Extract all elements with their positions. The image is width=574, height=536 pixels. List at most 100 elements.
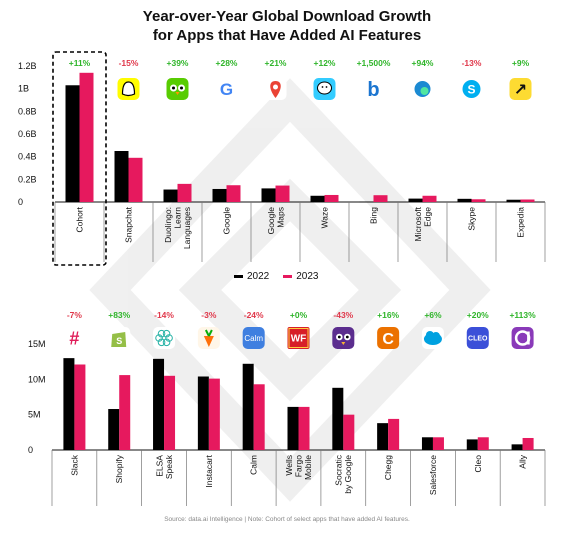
legend-swatch-2023 [283, 275, 293, 278]
expedia-icon: ↗ [509, 78, 532, 100]
growth-label: +6% [424, 310, 442, 320]
growth-label: +16% [377, 310, 399, 320]
category-label: Duolingo: [163, 207, 173, 243]
category-label: Maps [275, 207, 285, 228]
category-label: Expedia [516, 207, 526, 238]
y-tick-label: 15M [28, 339, 46, 349]
y-tick-label: 0 [18, 197, 23, 207]
growth-label: -15% [119, 58, 139, 68]
legend-item-2023: 2023 [283, 271, 319, 282]
svg-text:b: b [367, 79, 379, 101]
category-label: Chegg [383, 455, 393, 480]
slack-icon: # [63, 327, 86, 349]
salesforce-icon [421, 327, 444, 349]
shopify-icon: S [108, 327, 131, 349]
top-chart: 0 0.2B 0.4B 0.6B 0.8B 1B 1.2B +11% Cohort -15% Sna… [18, 51, 546, 266]
bing-icon: b [362, 78, 385, 101]
svg-text:S: S [116, 336, 122, 346]
cohort-highlight-box [52, 51, 107, 266]
category-label: Cohort [75, 206, 85, 232]
category-label: Mobile [303, 455, 313, 480]
bar-2022 [377, 423, 389, 450]
bar-2023 [373, 195, 388, 202]
growth-label: +21% [265, 58, 287, 68]
category-label: Shopify [114, 454, 124, 483]
category-label: Instacart [204, 454, 214, 487]
bar-2022 [359, 201, 374, 203]
growth-label: -7% [67, 310, 83, 320]
duolingo-icon [166, 78, 189, 100]
bar-2022 [457, 198, 472, 202]
growth-label: +11% [69, 58, 91, 68]
bar-2023 [74, 364, 86, 450]
growth-label: -14% [154, 310, 174, 320]
legend-label-2022: 2022 [247, 271, 270, 282]
growth-label: +113% [509, 310, 536, 320]
growth-label: -24% [244, 310, 264, 320]
bar-2023 [128, 157, 143, 202]
category-label: Socratic [334, 454, 344, 485]
growth-label: +12% [314, 58, 336, 68]
category-label: Snapchat [124, 206, 134, 243]
bar-2023 [520, 199, 535, 202]
bottom-chart: 0 5M 10M 15M -7% # Slack +83% S Shopify -14% ELSA Sp… [28, 310, 546, 506]
bar-2022 [108, 409, 120, 450]
category-label: Google [222, 207, 232, 235]
category-label: Salesforce [428, 455, 438, 495]
calm-icon: Calm [242, 327, 265, 349]
svg-text:S: S [467, 82, 475, 96]
bar-2023 [177, 183, 192, 202]
bar-2023 [343, 414, 355, 450]
category-label: by Google [343, 455, 353, 494]
category-label: Ally [518, 454, 528, 468]
y-tick-label: 1B [18, 84, 29, 94]
ally-icon [511, 327, 534, 349]
y-tick-label: 10M [28, 374, 46, 384]
wellsfargo-icon: WF [287, 327, 310, 349]
bar-2023 [79, 72, 94, 202]
google-icon: G [215, 78, 238, 100]
bar-2022 [163, 189, 178, 202]
bar-2023 [298, 406, 310, 450]
category-label: Calm [249, 455, 259, 475]
legend-item-2022: 2022 [234, 271, 269, 282]
category-label: Speak [164, 454, 174, 479]
svg-text:↗: ↗ [514, 82, 527, 99]
y-tick-label: 1.2B [18, 61, 37, 71]
legend-label-2023: 2023 [296, 271, 319, 282]
bar-2022 [408, 198, 423, 202]
category-label: Fargo [294, 455, 304, 477]
growth-label: +20% [467, 310, 489, 320]
y-tick-label: 5M [28, 410, 41, 420]
svg-text:WF: WF [291, 334, 307, 345]
bar-2022 [261, 188, 276, 202]
category-label: Languages [182, 207, 192, 249]
category-label: Microsoft [413, 206, 423, 241]
growth-label: +94% [412, 58, 434, 68]
svg-text:G: G [220, 80, 233, 99]
bar-2022 [114, 151, 129, 202]
snapchat-icon [117, 78, 140, 100]
bar-2023 [471, 199, 486, 202]
bar-2022 [466, 439, 478, 450]
category-label: Slack [69, 454, 79, 476]
growth-label: -43% [333, 310, 353, 320]
y-tick-label: 0.4B [18, 152, 37, 162]
category-label: Google [266, 207, 276, 235]
svg-text:#: # [69, 328, 79, 348]
bar-2023 [226, 185, 241, 202]
bar-2023 [275, 185, 290, 202]
bar-2022 [421, 437, 433, 450]
cleo-icon: CLEO [466, 327, 489, 349]
growth-label: -3% [201, 310, 217, 320]
bar-2023 [208, 378, 220, 450]
growth-label: +39% [167, 58, 189, 68]
bar-2023 [388, 418, 400, 450]
y-tick-label: 0.8B [18, 106, 37, 116]
source-note: Source: data.ai Intelligence | Note: Coh… [164, 516, 410, 523]
svg-text:Calm: Calm [244, 334, 263, 343]
bar-2022 [310, 195, 325, 202]
bar-2023 [422, 195, 437, 202]
